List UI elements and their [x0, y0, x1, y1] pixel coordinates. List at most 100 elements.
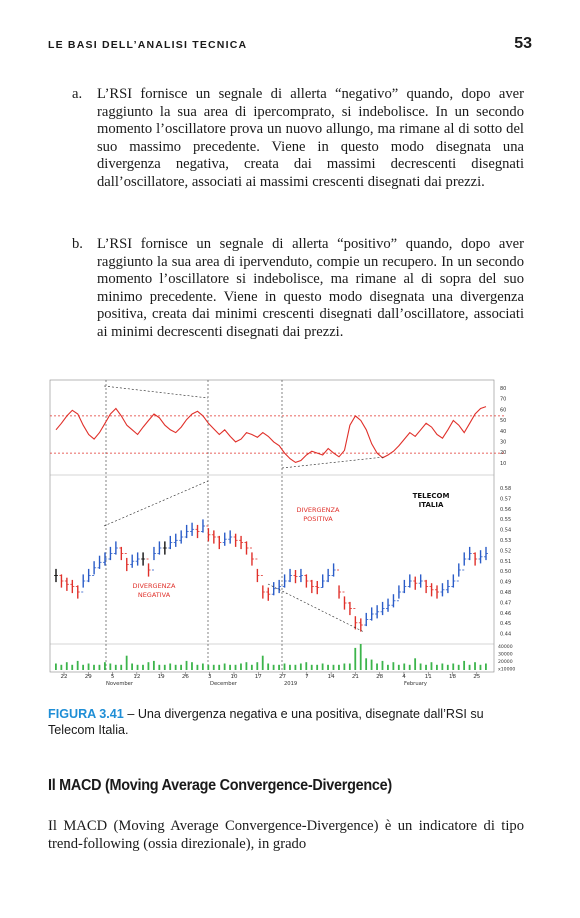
volume-bar	[359, 644, 362, 670]
volume-bar	[403, 663, 406, 670]
volume-bar	[256, 662, 259, 670]
x-axis-tick-label: 7	[305, 674, 309, 680]
x-axis-tick-label: 29	[85, 674, 92, 680]
volume-bar	[158, 664, 161, 670]
rsi-axis-tick-label: 40	[500, 429, 506, 435]
x-axis-tick-label: 21	[352, 674, 359, 680]
volume-bar	[348, 663, 351, 670]
volume-bar	[474, 662, 476, 670]
figure-caption: FIGURA 3.41 – Una divergenza negativa e …	[48, 706, 518, 738]
price-axis-tick-label: 0.51	[500, 559, 511, 565]
volume-axis-tick-label: x10000	[498, 667, 515, 673]
price-axis-tick-label: 0.50	[500, 569, 511, 575]
rsi-axis-tick-label: 10	[500, 461, 506, 467]
x-axis-month-label: 2019	[284, 681, 297, 687]
volume-bar	[321, 663, 324, 670]
volume-bar	[299, 663, 302, 670]
list-item-text: L’RSI fornisce un segnale di allerta “po…	[97, 236, 524, 340]
volume-bar	[234, 664, 237, 670]
volume-bar	[338, 664, 340, 670]
volume-bar	[387, 664, 389, 670]
price-trendline-negative	[103, 480, 209, 527]
x-axis-tick-label: 22	[61, 674, 68, 680]
body-paragraph: Il MACD (Moving Average Convergence-Dive…	[48, 818, 524, 852]
rsi-price-chart: 80 70 60 50 40 30 20 10 0.58 0.57 0.56 0.55 0.54 0.53…	[49, 379, 515, 687]
volume-bar	[310, 664, 313, 670]
volume-bar	[114, 664, 117, 670]
price-axis-tick-label: 0.55	[500, 517, 511, 523]
caption-text: – Una divergenza negativa e una positiva…	[48, 707, 484, 737]
x-axis-month-label: December	[210, 681, 238, 687]
volume-bar	[212, 664, 215, 670]
volume-bar	[283, 663, 286, 670]
rsi-axis-tick-label: 70	[500, 397, 506, 403]
volume-bar	[343, 663, 346, 670]
volume-bar	[436, 664, 438, 670]
running-header: LE BASI DELL’ANALISI TECNICA 53	[48, 35, 532, 57]
volume-bar	[152, 660, 155, 670]
volume-bar	[289, 664, 291, 670]
volume-bar	[441, 663, 444, 670]
volume-bar	[327, 664, 329, 670]
volume-bar	[60, 664, 63, 670]
volume-bar	[468, 664, 471, 670]
price-axis-tick-label: 0.44	[500, 632, 511, 638]
price-axis-tick-label: 0.56	[500, 507, 511, 513]
list-item-label: a.	[72, 86, 83, 102]
volume-bar	[207, 664, 210, 670]
header-title: LE BASI DELL’ANALISI TECNICA	[48, 39, 248, 51]
volume-bar	[82, 664, 85, 670]
volume-bar	[71, 664, 74, 670]
price-axis-tick-label: 0.47	[500, 600, 511, 606]
volume-axis-tick-label: 40000	[498, 644, 513, 650]
price-axis-tick-label: 0.45	[500, 621, 511, 627]
volume-bar	[180, 664, 182, 670]
rsi-axis-tick-label: 80	[500, 386, 506, 392]
volume-bar	[125, 655, 128, 670]
price-axis-tick-label: 0.53	[500, 538, 511, 544]
x-axis-tick-label: 10	[230, 674, 237, 680]
volume-bar	[485, 663, 487, 670]
volume-bar	[397, 664, 400, 670]
rsi-axis-tick-label: 30	[500, 440, 506, 446]
rsi-axis-tick-label: 50	[500, 418, 506, 424]
rsi-trendline-positive	[281, 456, 385, 469]
volume-bar	[446, 664, 449, 670]
volume-bar	[120, 664, 123, 670]
volume-bar	[392, 662, 395, 670]
volume-bar	[278, 664, 280, 670]
volume-bar	[354, 647, 357, 670]
x-axis-month-label: November	[106, 681, 134, 687]
volume-bar	[103, 662, 106, 670]
x-axis-tick-label: 5	[111, 674, 115, 680]
volume-bar	[191, 662, 193, 670]
volume-bar	[87, 663, 90, 670]
x-axis-tick-label: 4	[402, 674, 406, 680]
volume-bar	[332, 664, 335, 670]
volume-axis-tick-label: 20000	[498, 659, 513, 665]
volume-bar	[174, 664, 177, 670]
price-axis-tick-label: 0.58	[500, 486, 511, 492]
volume-bar	[136, 664, 139, 670]
volume-bar	[245, 662, 248, 670]
rsi-axis-tick-label: 60	[500, 407, 506, 413]
rsi-axis-tick-label: 20	[500, 450, 506, 456]
list-item-label: b.	[72, 236, 83, 252]
list-item-a: a. L’RSI fornisce un segnale di allerta …	[72, 86, 524, 192]
volume-bar	[370, 659, 373, 670]
volume-bar	[479, 664, 482, 670]
volume-bar	[218, 664, 221, 670]
price-axis-tick-label: 0.46	[500, 611, 511, 617]
volume-bar	[109, 663, 112, 670]
annotation-ticker-line1: TELECOM	[413, 492, 450, 500]
figure-label: FIGURA 3.41	[48, 707, 124, 721]
list-item-b: b. L’RSI fornisce un segnale di allerta …	[72, 236, 524, 342]
price-trendline-positive	[267, 583, 365, 633]
volume-bar	[414, 658, 417, 670]
x-axis-tick-label: 19	[158, 674, 165, 680]
volume-bar	[201, 663, 204, 670]
x-axis-month-label: February	[404, 681, 427, 687]
volume-bar	[381, 660, 384, 670]
x-axis-tick-label: 14	[328, 674, 335, 680]
annotation-ticker-line2: ITALIA	[419, 501, 444, 509]
